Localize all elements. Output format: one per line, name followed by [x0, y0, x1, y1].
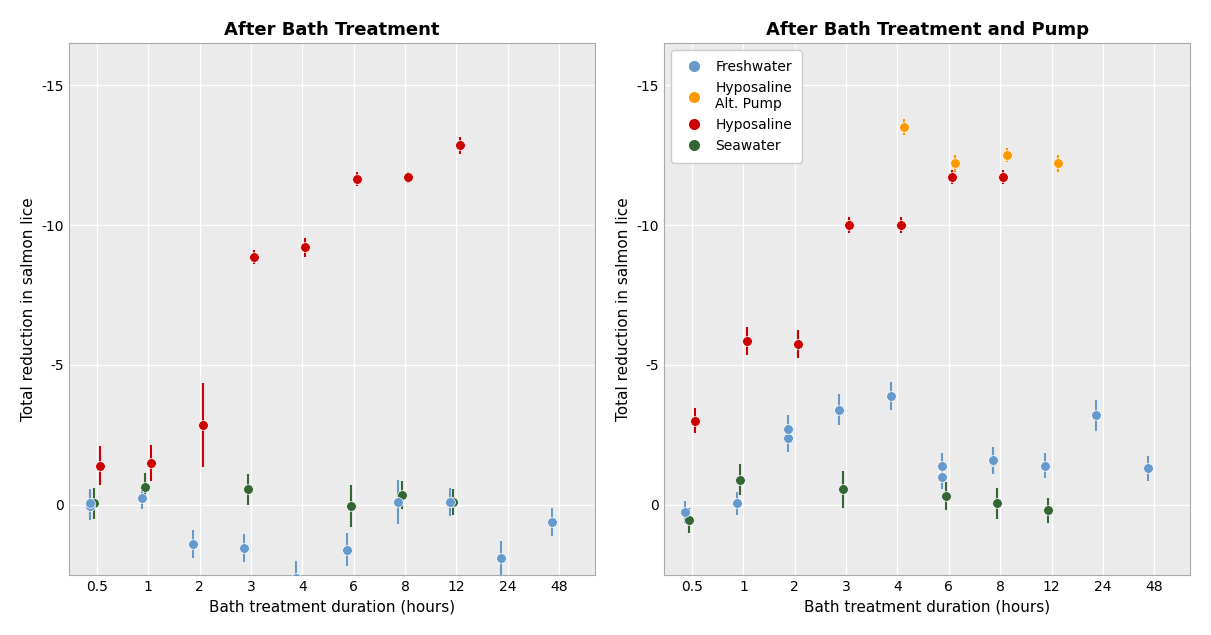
Legend: Freshwater, Hyposaline
Alt. Pump, Hyposaline, Seawater: Freshwater, Hyposaline Alt. Pump, Hyposa… — [671, 50, 802, 163]
Title: After Bath Treatment and Pump: After Bath Treatment and Pump — [765, 21, 1089, 39]
Y-axis label: Total reduction in salmon lice: Total reduction in salmon lice — [616, 197, 631, 421]
X-axis label: Bath treatment duration (hours): Bath treatment duration (hours) — [208, 599, 455, 614]
Title: After Bath Treatment: After Bath Treatment — [224, 21, 440, 39]
Y-axis label: Total reduction in salmon lice: Total reduction in salmon lice — [21, 197, 36, 421]
X-axis label: Bath treatment duration (hours): Bath treatment duration (hours) — [804, 599, 1050, 614]
